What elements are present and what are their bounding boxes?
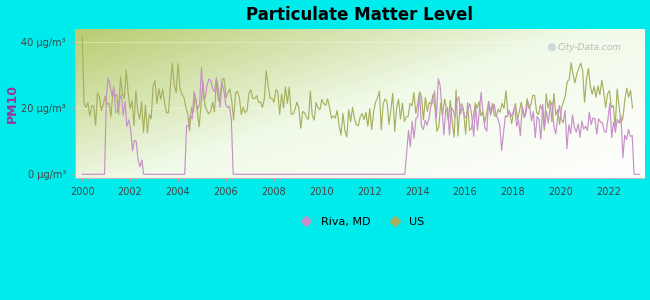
Text: City-Data.com: City-Data.com — [558, 43, 621, 52]
Title: Particulate Matter Level: Particulate Matter Level — [246, 6, 473, 24]
Legend: Riva, MD, US: Riva, MD, US — [291, 212, 429, 231]
Y-axis label: PM10: PM10 — [6, 84, 19, 123]
Text: ●: ● — [547, 42, 556, 52]
